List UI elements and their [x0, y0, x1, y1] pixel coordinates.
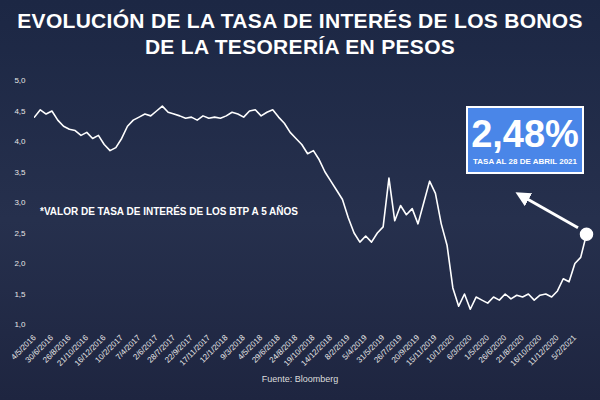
- svg-text:6/3/2020: 6/3/2020: [445, 333, 474, 362]
- svg-text:7/4/2017: 7/4/2017: [113, 333, 143, 362]
- svg-text:17/11/2017: 17/11/2017: [177, 333, 212, 368]
- svg-text:10/1/2020: 10/1/2020: [424, 333, 457, 365]
- html-text:*VALOR DE TASA DE INTERÉS DE L: *VALOR DE TASA DE INTERÉS DE LOS BTP A 5…: [40, 206, 298, 217]
- svg-text:14/12/2018: 14/12/2018: [299, 333, 335, 368]
- svg-text:26/7/2019: 26/7/2019: [372, 333, 404, 365]
- html-text:2,48%: 2,48%: [471, 113, 579, 155]
- svg-text:2,5: 2,5: [14, 229, 26, 238]
- html-text:EVOLUCIÓN DE LA TASA DE INTERÉ: EVOLUCIÓN DE LA TASA DE INTERÉS DE LOS B…: [17, 9, 583, 58]
- svg-text:4,5: 4,5: [14, 107, 26, 116]
- svg-text:8/2/2019: 8/2/2019: [323, 333, 352, 362]
- svg-text:3,5: 3,5: [14, 168, 26, 177]
- html-text:TASA AL 28 DE ABRIL 2021: TASA AL 28 DE ABRIL 2021: [473, 157, 577, 166]
- svg-text:3,0: 3,0: [14, 198, 26, 207]
- svg-text:4,0: 4,0: [14, 137, 26, 146]
- svg-text:20/9/2019: 20/9/2019: [389, 333, 422, 365]
- svg-text:21/10/2016: 21/10/2016: [55, 333, 90, 368]
- svg-text:30/6/2016: 30/6/2016: [23, 333, 56, 365]
- svg-text:10/2/2017: 10/2/2017: [93, 333, 125, 365]
- svg-text:15/11/2019: 15/11/2019: [404, 333, 439, 368]
- svg-text:5/2/2021: 5/2/2021: [550, 333, 579, 362]
- svg-text:2/6/2017: 2/6/2017: [131, 333, 160, 362]
- svg-text:1,0: 1,0: [14, 320, 26, 329]
- svg-text:4/5/2016: 4/5/2016: [9, 333, 38, 362]
- svg-text:12/1/2018: 12/1/2018: [197, 333, 230, 365]
- svg-text:2,0: 2,0: [14, 259, 26, 268]
- svg-text:26/6/2020: 26/6/2020: [476, 333, 509, 365]
- html-text:Fuente: Bloomberg: Fuente: Bloomberg: [261, 374, 339, 384]
- svg-text:1/5/2020: 1/5/2020: [462, 333, 491, 362]
- svg-text:28/7/2017: 28/7/2017: [145, 333, 178, 365]
- svg-text:1,5: 1,5: [14, 290, 26, 299]
- svg-text:16/10/2020: 16/10/2020: [508, 333, 544, 368]
- svg-text:31/5/2019: 31/5/2019: [354, 333, 387, 365]
- svg-text:5,0: 5,0: [14, 76, 26, 85]
- svg-text:21/8/2020: 21/8/2020: [494, 333, 526, 365]
- svg-text:5/4/2019: 5/4/2019: [340, 333, 369, 362]
- svg-text:29/6/2018: 29/6/2018: [250, 333, 282, 365]
- svg-text:9/3/2018: 9/3/2018: [218, 333, 247, 362]
- svg-text:26/8/2016: 26/8/2016: [41, 333, 73, 365]
- svg-text:11/12/2020: 11/12/2020: [526, 333, 561, 368]
- svg-text:24/8/2018: 24/8/2018: [267, 333, 300, 365]
- svg-text:22/9/2017: 22/9/2017: [163, 333, 195, 365]
- svg-text:16/12/2016: 16/12/2016: [72, 333, 108, 368]
- svg-text:4/5/2018: 4/5/2018: [236, 333, 265, 362]
- svg-text:19/10/2018: 19/10/2018: [281, 333, 317, 368]
